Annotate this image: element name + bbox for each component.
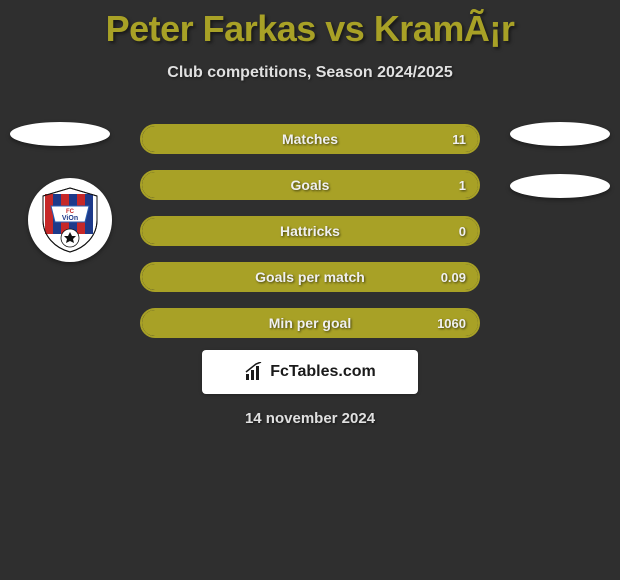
brand-attribution[interactable]: FcTables.com: [202, 350, 418, 394]
brand-text: FcTables.com: [270, 363, 376, 381]
player-slot-right-1: [510, 122, 610, 146]
stat-row-min-per-goal: Min per goal 1060: [140, 308, 480, 338]
stat-value: 1060: [437, 310, 466, 336]
stat-label: Min per goal: [269, 315, 351, 331]
page-title: Peter Farkas vs KramÃ¡r: [0, 0, 620, 50]
player-slot-right-2: [510, 174, 610, 198]
stat-value: 11: [452, 126, 466, 152]
stat-value: 0: [459, 218, 466, 244]
stat-label: Matches: [282, 131, 338, 147]
stats-panel: Matches 11 Goals 1 Hattricks 0 Goals per…: [140, 124, 480, 354]
stat-value: 0.09: [441, 264, 466, 290]
stat-label: Goals per match: [255, 269, 365, 285]
shield-icon: FC ViOn: [39, 186, 101, 254]
player-slot-left: [10, 122, 110, 146]
stat-label: Hattricks: [280, 223, 340, 239]
stat-row-goals-per-match: Goals per match 0.09: [140, 262, 480, 292]
stat-row-goals: Goals 1: [140, 170, 480, 200]
svg-text:ViOn: ViOn: [62, 215, 78, 222]
stat-value: 1: [459, 172, 466, 198]
club-badge: FC ViOn: [28, 178, 112, 262]
bar-chart-icon: [244, 362, 264, 382]
stat-label: Goals: [291, 177, 330, 193]
stat-row-hattricks: Hattricks 0: [140, 216, 480, 246]
date-text: 14 november 2024: [0, 410, 620, 427]
subtitle: Club competitions, Season 2024/2025: [0, 64, 620, 82]
stat-row-matches: Matches 11: [140, 124, 480, 154]
